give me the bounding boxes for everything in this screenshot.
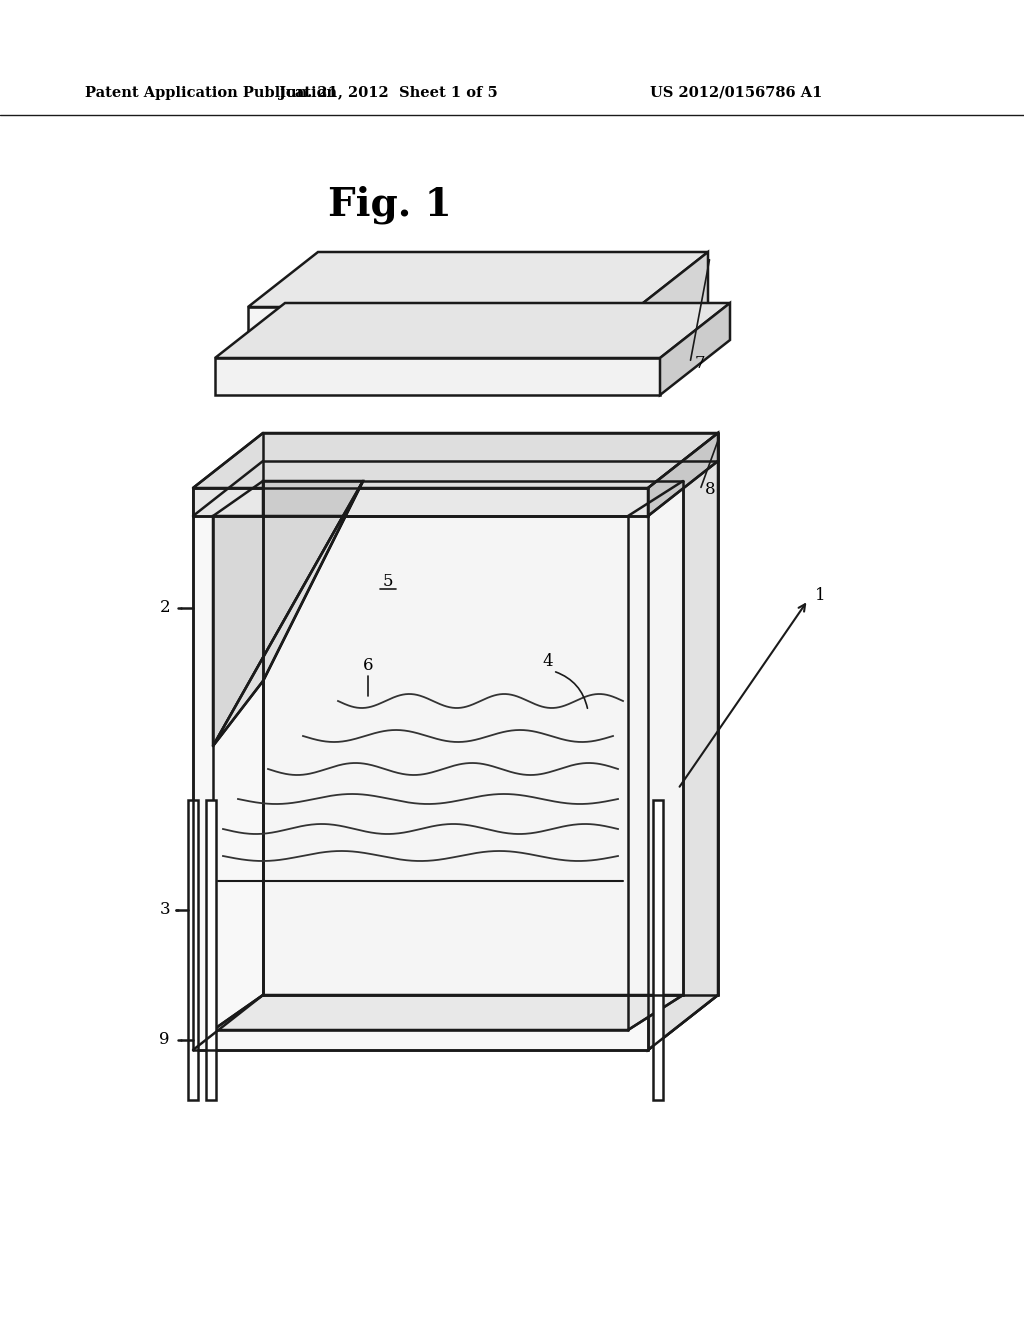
Text: Fig. 1: Fig. 1 <box>328 186 452 224</box>
Text: 6: 6 <box>362 657 374 675</box>
Text: 4: 4 <box>543 652 553 669</box>
Polygon shape <box>638 252 708 358</box>
Polygon shape <box>653 800 663 1100</box>
Polygon shape <box>213 480 362 746</box>
Text: 2: 2 <box>160 599 170 616</box>
Polygon shape <box>215 358 660 395</box>
Polygon shape <box>215 304 730 358</box>
Polygon shape <box>263 480 362 681</box>
Polygon shape <box>213 516 343 746</box>
Polygon shape <box>188 800 198 1100</box>
Text: Jun. 21, 2012  Sheet 1 of 5: Jun. 21, 2012 Sheet 1 of 5 <box>279 86 498 100</box>
Polygon shape <box>648 433 718 1049</box>
Text: 8: 8 <box>705 482 716 499</box>
Polygon shape <box>193 488 648 1049</box>
Polygon shape <box>193 995 718 1049</box>
Text: 1: 1 <box>815 587 825 605</box>
Text: 3: 3 <box>160 902 170 919</box>
Text: 9: 9 <box>160 1031 170 1048</box>
Polygon shape <box>248 308 638 358</box>
Polygon shape <box>193 488 648 516</box>
Polygon shape <box>648 433 718 516</box>
Text: 5: 5 <box>383 573 393 590</box>
Polygon shape <box>263 480 683 995</box>
Text: US 2012/0156786 A1: US 2012/0156786 A1 <box>650 86 822 100</box>
Polygon shape <box>248 252 708 308</box>
Polygon shape <box>193 433 718 488</box>
Polygon shape <box>213 995 683 1030</box>
Text: Patent Application Publication: Patent Application Publication <box>85 86 337 100</box>
Polygon shape <box>660 304 730 395</box>
Text: 7: 7 <box>695 355 706 371</box>
Polygon shape <box>263 433 718 995</box>
Polygon shape <box>206 800 216 1100</box>
